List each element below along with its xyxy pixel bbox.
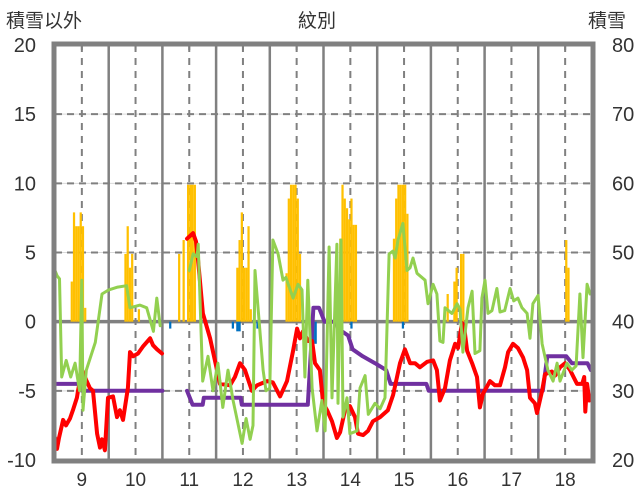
- snowfall-bar: [345, 208, 349, 322]
- snowfall-bar: [395, 198, 398, 322]
- snowfall-bar: [240, 212, 243, 322]
- snowfall-bar: [84, 307, 87, 322]
- y-tick-label-left: -5: [18, 381, 36, 403]
- negative-bar: [350, 321, 353, 329]
- snowfall-bar: [247, 226, 250, 322]
- snowfall-bar: [81, 226, 85, 322]
- snowfall-bar: [455, 267, 458, 322]
- y-tick-label-right: 70: [612, 104, 634, 126]
- snowfall-bar: [289, 184, 293, 322]
- negative-bar: [314, 321, 317, 344]
- snowfall-bar: [72, 212, 76, 322]
- snowfall-bar: [77, 226, 80, 322]
- snowfall-bar: [238, 240, 241, 322]
- snowfall-bar: [137, 309, 141, 322]
- y-tick-label-right: 60: [612, 173, 634, 195]
- series-lines: [53, 221, 593, 453]
- y-tick-label-left: 15: [14, 104, 36, 126]
- series-line-green: [53, 221, 592, 445]
- snowfall-bar: [446, 294, 449, 322]
- x-tick-label: 17: [501, 470, 522, 491]
- plot-frame: [51, 41, 596, 464]
- left-axis-title: 積雪以外: [6, 10, 83, 32]
- y-tick-label-left: 5: [25, 243, 36, 265]
- snowfall-bar: [567, 267, 570, 322]
- snowfall-bar: [565, 240, 568, 322]
- plot-border: [51, 41, 596, 464]
- snowfall-bar: [343, 198, 346, 322]
- x-tick-label: 18: [555, 470, 576, 491]
- y-tick-label-left: 10: [14, 173, 36, 195]
- x-tick-label: 15: [393, 470, 414, 491]
- chart-title: 紋別: [298, 10, 337, 32]
- x-tick-label: 11: [179, 470, 199, 491]
- x-tick-label: 10: [125, 470, 146, 491]
- x-tick-label: 13: [286, 470, 307, 491]
- snowfall-bar: [187, 184, 190, 322]
- negative-bar: [256, 321, 259, 329]
- snowfall-bar: [352, 224, 355, 322]
- series-line-red: [53, 231, 592, 453]
- negative-bar: [236, 321, 239, 332]
- x-tick-label: 16: [447, 470, 468, 491]
- snowfall-bar: [287, 198, 290, 322]
- snowfall-bar: [348, 219, 351, 322]
- y-tick-label-right: 80: [612, 35, 634, 57]
- snowfall-bar: [182, 240, 185, 322]
- snowfall-bar: [401, 184, 405, 322]
- snowfall-bar: [178, 253, 181, 322]
- snowfall-bar: [350, 198, 353, 322]
- negative-bar: [238, 321, 241, 332]
- snowfall-bar: [292, 184, 295, 322]
- snowfall-bar: [131, 253, 134, 322]
- negative-bar: [401, 321, 405, 329]
- y-tick-label-left: 20: [14, 35, 36, 57]
- snowfall-bar: [459, 253, 463, 322]
- y-tick-label-right: 40: [612, 312, 634, 334]
- negative-bar: [231, 321, 234, 329]
- snowfall-bar: [189, 184, 192, 322]
- snowfall-bar: [392, 238, 396, 322]
- snowfall-bar: [245, 267, 248, 322]
- snowfall-bar: [236, 267, 239, 322]
- snowfall-bar: [126, 226, 129, 322]
- snowfall-bar: [75, 226, 78, 322]
- snowfall-bar: [285, 273, 288, 322]
- snowfall-bar: [294, 184, 297, 322]
- y-tick-label-right: 20: [612, 450, 634, 472]
- snowfall-bar: [354, 224, 358, 322]
- y-tick-label-right: 50: [612, 243, 634, 265]
- snowfall-bar: [193, 184, 196, 322]
- snowfall-bar: [249, 309, 252, 322]
- x-tick-label: 12: [232, 470, 253, 491]
- snowfall-bar: [453, 281, 456, 322]
- snowfall-bar: [70, 281, 73, 322]
- snowfall-bar: [128, 267, 132, 322]
- y-tick-label-left: 0: [25, 312, 36, 334]
- snowfall-bar: [242, 267, 246, 322]
- snowfall-bar: [462, 253, 465, 322]
- y-tick-label-right: 30: [612, 381, 634, 403]
- snowfall-bar: [79, 212, 82, 322]
- x-tick-label: 9: [77, 470, 88, 491]
- snowfall-bar: [397, 184, 400, 322]
- snowfall-bar: [296, 198, 299, 322]
- x-tick-label: 14: [340, 470, 362, 491]
- y-tick-label-left: -10: [7, 450, 36, 472]
- negative-bar: [169, 321, 172, 329]
- right-axis-title: 積雪: [588, 10, 627, 32]
- snowfall-bar: [399, 184, 402, 322]
